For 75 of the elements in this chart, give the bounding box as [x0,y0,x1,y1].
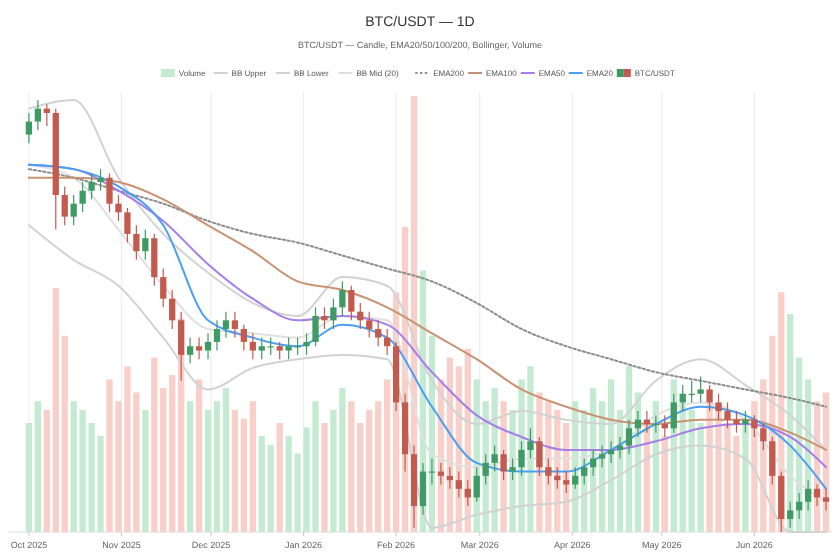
bar [34,401,41,532]
candlestick [482,453,489,486]
candlestick [106,172,113,213]
candlestick [151,233,158,287]
bar [276,423,283,532]
candlestick [419,462,427,516]
candlestick [509,457,516,481]
candlestick [321,306,328,330]
bar [321,423,328,532]
candlestick [706,384,713,412]
candlestick [339,280,346,317]
candlestick [733,410,740,434]
candlestick [115,194,122,222]
candlestick [222,311,230,339]
candlestick [133,224,140,261]
candlestick [124,207,131,244]
bar [195,379,203,532]
candlestick [213,319,221,352]
bar [142,409,149,532]
candlestick [249,332,256,360]
candlestick [581,457,588,486]
bar [186,401,194,532]
candlestick [178,311,185,382]
candlestick [500,449,507,481]
candlestick [598,445,606,468]
candlestick [186,337,194,365]
candlestick [455,470,462,499]
candlestick [204,332,212,360]
bar [652,401,659,532]
candlestick [545,457,552,486]
bar [231,409,239,532]
candlestick [195,337,203,360]
candlestick [348,285,355,321]
candlestick [375,319,382,347]
candlestick [366,311,373,339]
candlestick [34,99,41,131]
candlestick [142,229,149,261]
bar [267,444,274,532]
candlestick [724,401,731,429]
candlestick [97,168,104,192]
bar [348,401,355,532]
candlestick [742,410,749,434]
candlestick [240,324,247,352]
bar [151,357,158,532]
candlestick [169,289,176,330]
candlestick [491,445,498,473]
candlestick [769,436,776,486]
candlestick [330,298,337,330]
candlestick [61,185,68,226]
candlestick [25,112,33,144]
candlestick [822,488,830,511]
candlestick [79,181,86,213]
candlestick [625,419,633,455]
bar [661,436,668,532]
bar [204,409,212,532]
candlestick [518,440,525,477]
candlestick [160,267,167,308]
candlestick [527,427,534,460]
candlestick [231,311,239,339]
bar [222,388,230,532]
candlestick [303,332,310,356]
candlestick [312,306,319,347]
candlestick [778,470,785,533]
bar [249,401,256,532]
candlestick [536,436,543,477]
candlestick [787,501,794,529]
candlestick [473,466,480,503]
candlestick [751,414,758,438]
candlestick [804,479,812,511]
candlestick [670,393,677,434]
candlestick [760,423,767,451]
candlestick [70,194,77,226]
candlestick [715,393,722,421]
candlestick [697,375,704,403]
candlestick [88,172,95,200]
